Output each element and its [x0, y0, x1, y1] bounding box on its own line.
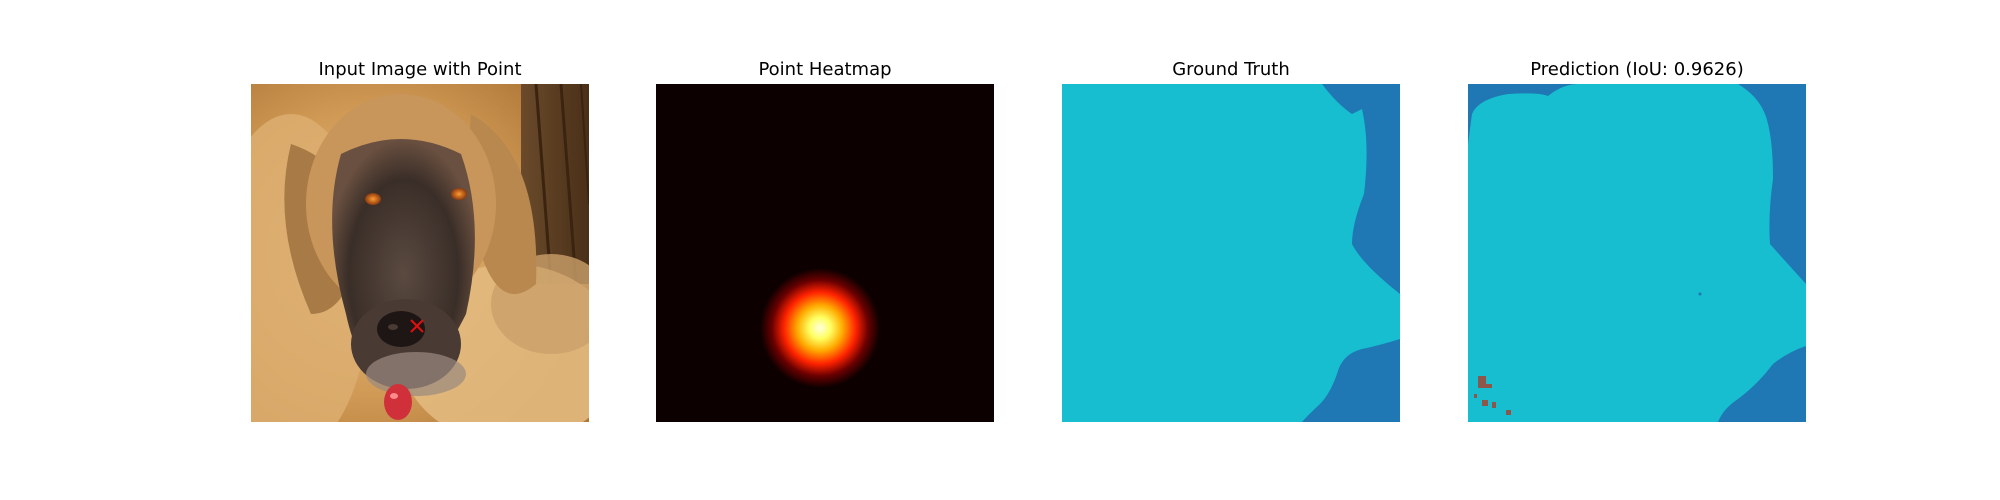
prediction-image	[1468, 84, 1806, 422]
prediction-noise	[1474, 376, 1511, 415]
heatmap-title: Point Heatmap	[758, 59, 892, 80]
prediction-title: Prediction (IoU: 0.9626)	[1530, 59, 1744, 80]
ground-truth-panel: Ground Truth	[1062, 59, 1400, 423]
heatmap-panel: Point Heatmap	[656, 59, 994, 423]
point-marker	[410, 319, 424, 333]
input-image	[251, 84, 589, 422]
heatmap-svg	[656, 84, 994, 422]
ground-truth-image	[1062, 84, 1400, 422]
heatmap-blob	[760, 268, 880, 388]
ground-truth-title: Ground Truth	[1172, 59, 1290, 80]
heatmap-image	[656, 84, 994, 422]
input-image-title: Input Image with Point	[318, 59, 522, 80]
prediction-mask	[1468, 84, 1806, 422]
dog-photo	[251, 84, 589, 422]
prediction-panel: Prediction (IoU: 0.9626)	[1468, 59, 1806, 423]
input-image-panel: Input Image with Point	[251, 59, 589, 423]
ground-truth-mask	[1062, 84, 1400, 422]
